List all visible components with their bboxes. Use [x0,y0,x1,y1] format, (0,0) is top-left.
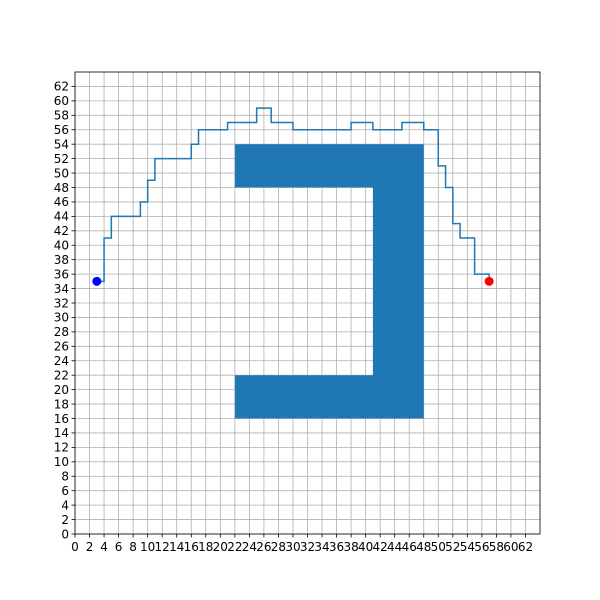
x-tick-label: 36 [329,540,344,554]
x-tick-label: 54 [460,540,475,554]
y-tick-label: 12 [54,441,69,455]
x-tick-label: 10 [140,540,155,554]
y-tick-label: 62 [54,80,69,94]
y-tick-label: 6 [61,484,69,498]
y-tick-label: 26 [54,340,69,354]
x-tick-label: 12 [155,540,170,554]
y-tick-label: 2 [61,513,69,527]
y-tick-label: 40 [54,239,69,253]
x-tick-label: 34 [314,540,329,554]
x-tick-label: 62 [518,540,533,554]
x-tick-label: 20 [213,540,228,554]
x-tick-label: 60 [503,540,518,554]
start-point [92,276,102,286]
y-axis: 0246810121416182022242628303234363840424… [54,80,75,541]
y-tick-label: 60 [54,94,69,108]
path-layer [96,107,490,283]
x-tick-label: 0 [71,540,79,554]
obstacle-shape [234,144,424,419]
goal-point [484,276,494,286]
x-tick-label: 14 [169,540,184,554]
x-tick-label: 50 [431,540,446,554]
y-tick-label: 42 [54,224,69,238]
x-tick-label: 8 [129,540,137,554]
x-tick-label: 16 [184,540,199,554]
y-tick-label: 20 [54,383,69,397]
x-tick-label: 48 [416,540,431,554]
y-tick-label: 38 [54,253,69,267]
y-tick-label: 52 [54,152,69,166]
y-tick-label: 54 [54,137,69,151]
y-tick-label: 24 [54,354,69,368]
x-axis: 0 2 4 6 8 10 12 14 16 18 20 22 24 26 28 30 32 34 36 38 40 42 4… [71,534,533,554]
y-tick-label: 0 [61,527,69,541]
x-tick-label: 32 [300,540,315,554]
y-tick-label: 14 [54,426,69,440]
x-tick-label: 46 [402,540,417,554]
y-tick-label: 56 [54,123,69,137]
x-tick-label: 6 [115,540,123,554]
x-tick-label: 30 [285,540,300,554]
x-tick-label: 26 [256,540,271,554]
x-tick-label: 56 [474,540,489,554]
x-tick-label: 58 [489,540,504,554]
y-tick-label: 44 [54,210,69,224]
x-tick-label: 40 [358,540,373,554]
y-tick-label: 46 [54,195,69,209]
x-tick-label: 18 [198,540,213,554]
path-line [96,107,490,283]
obstacle-layer [234,144,424,419]
y-tick-label: 28 [54,325,69,339]
y-tick-label: 30 [54,311,69,325]
y-tick-label: 36 [54,267,69,281]
y-tick-label: 10 [54,455,69,469]
x-tick-label: 28 [271,540,286,554]
marker-layer [92,276,494,286]
x-tick-label: 44 [387,540,402,554]
y-tick-label: 4 [61,498,69,512]
x-tick-label: 52 [445,540,460,554]
y-tick-label: 58 [54,109,69,123]
y-tick-label: 50 [54,166,69,180]
y-tick-label: 18 [54,397,69,411]
x-tick-label: 38 [343,540,358,554]
y-tick-label: 32 [54,296,69,310]
x-tick-label: 24 [242,540,257,554]
y-tick-label: 48 [54,181,69,195]
y-tick-label: 16 [54,412,69,426]
x-tick-label: 22 [227,540,242,554]
x-tick-label: 4 [100,540,108,554]
y-tick-label: 34 [54,282,69,296]
y-tick-label: 22 [54,368,69,382]
x-tick-label: 2 [86,540,94,554]
x-tick-label: 42 [373,540,388,554]
y-tick-label: 8 [61,470,69,484]
